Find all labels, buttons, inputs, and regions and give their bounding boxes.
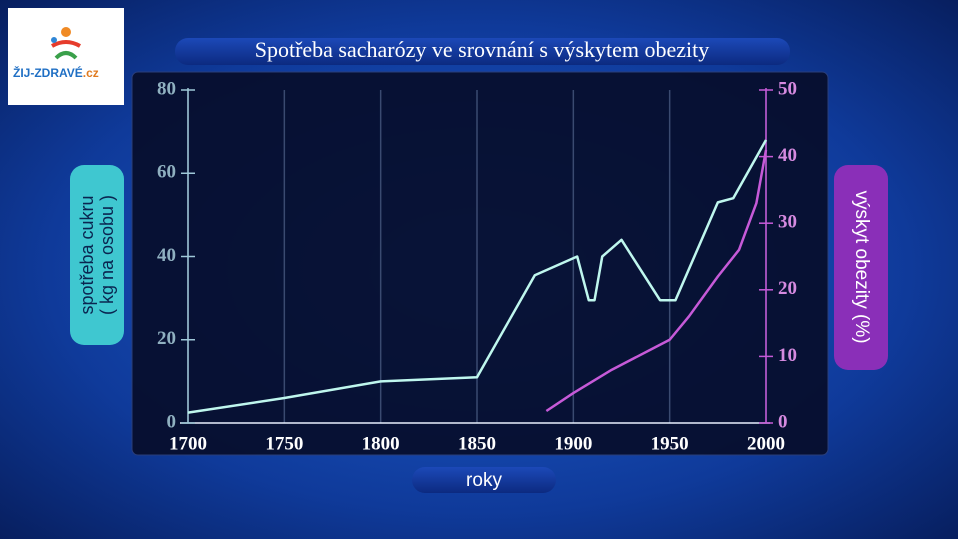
data-line: [187, 139, 768, 414]
y-tick-label: 60: [157, 162, 176, 183]
logo-name: ŽIJ-ZDRAVÉ: [13, 65, 83, 80]
x-axis-label: roky: [466, 470, 502, 491]
y-tick-label: 20: [157, 328, 176, 349]
y-tick-label: 40: [157, 245, 176, 266]
x-tick-label: 1750: [265, 433, 303, 454]
x-tick-label: 1700: [169, 433, 207, 454]
y2-tick-label: 30: [778, 212, 797, 233]
logo-icon: [51, 27, 81, 60]
y2-tick-label: 50: [778, 78, 797, 99]
logo-suffix: .cz: [83, 66, 99, 80]
chart-title: Spotřeba sacharózy ve srovnání s výskyte…: [255, 37, 710, 62]
x-tick-label: 1850: [458, 433, 496, 454]
y2-tick-label: 0: [778, 411, 788, 432]
logo-box: [8, 8, 124, 105]
y2-tick-label: 40: [778, 145, 797, 166]
logo-text: ŽIJ-ZDRAVÉ.cz: [13, 65, 99, 80]
y2-tick-label: 10: [778, 345, 797, 366]
y-tick-label: 0: [167, 411, 177, 432]
x-tick-label: 2000: [747, 433, 785, 454]
y-axis-label: spotřeba cukru: [77, 195, 97, 314]
y2label-pill: [834, 165, 888, 370]
x-tick-label: 1900: [554, 433, 592, 454]
xlabel-pill: [412, 467, 556, 493]
x-tick-label: 1800: [362, 433, 400, 454]
x-tick-label: 1950: [651, 433, 689, 454]
y2-tick-label: 20: [778, 278, 797, 299]
y-axis-label: ( kg na osobu ): [97, 195, 117, 315]
ylabel-pill: [70, 165, 124, 345]
plot-panel: [131, 71, 829, 456]
title-pill: [175, 38, 790, 65]
y-tick-label: 80: [157, 78, 176, 99]
data-line: [545, 149, 768, 413]
y2-axis-label: výskyt obezity (%): [851, 190, 872, 343]
